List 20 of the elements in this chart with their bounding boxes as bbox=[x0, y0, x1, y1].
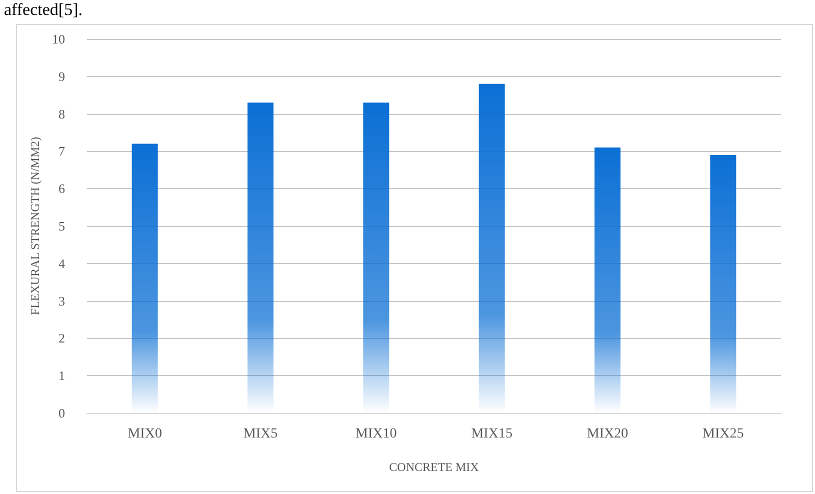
y-tick-label: 0 bbox=[58, 406, 65, 420]
x-tick-label: MIX0 bbox=[128, 426, 162, 442]
y-axis-title: FLEXURAL STRENGTH (N/MM2) bbox=[28, 136, 42, 316]
text: affected[5]. bbox=[4, 0, 82, 20]
x-tick-label: MIX20 bbox=[586, 426, 628, 442]
y-tick-label: 5 bbox=[58, 218, 65, 234]
y-tick-label: 6 bbox=[58, 181, 66, 196]
y-tick-label: 9 bbox=[58, 68, 65, 84]
y-tick-label: 8 bbox=[58, 106, 65, 122]
y-tick-label: 10 bbox=[52, 32, 65, 46]
x-tick-label: MIX5 bbox=[243, 426, 278, 442]
x-tick-label: MIX10 bbox=[356, 426, 397, 442]
x-tick-label: MIX25 bbox=[702, 426, 744, 442]
y-tick-label: 4 bbox=[58, 256, 66, 271]
x-axis-title: CONCRETE MIX bbox=[389, 460, 480, 474]
y-tick-label: 3 bbox=[58, 293, 65, 308]
y-tick-label: 7 bbox=[58, 144, 66, 159]
y-tick-label: 2 bbox=[58, 330, 65, 346]
x-tick-label: MIX15 bbox=[471, 426, 512, 442]
y-tick-label: 1 bbox=[58, 368, 65, 384]
